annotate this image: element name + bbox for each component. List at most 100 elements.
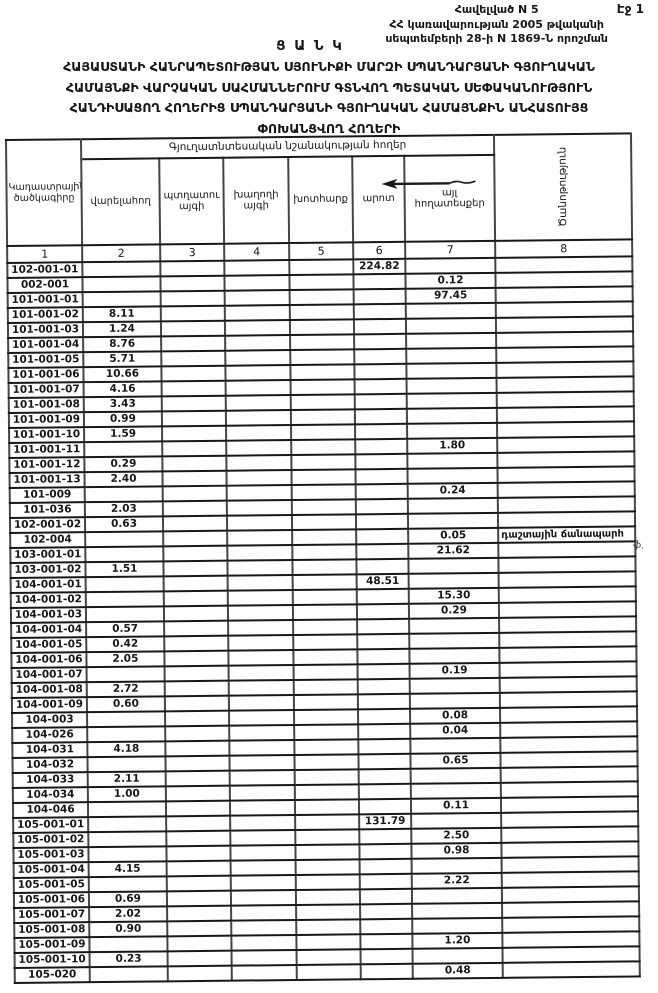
area-value-cell bbox=[225, 410, 292, 426]
note-cell bbox=[502, 946, 640, 963]
area-value-cell bbox=[409, 692, 501, 709]
area-value-cell bbox=[357, 693, 410, 710]
area-value-cell bbox=[162, 470, 227, 487]
area-value-cell bbox=[88, 846, 167, 863]
area-value-cell bbox=[230, 814, 296, 831]
note-cell bbox=[495, 286, 633, 303]
note-cell bbox=[497, 481, 635, 498]
area-value-cell bbox=[228, 665, 294, 681]
cadastral-code-cell: 102-001-01 bbox=[7, 262, 83, 278]
area-value-cell bbox=[165, 770, 230, 787]
area-value-cell bbox=[82, 291, 161, 308]
area-value-cell bbox=[85, 591, 164, 608]
note-cell bbox=[501, 856, 639, 873]
cadastral-code-cell: 101-001-05 bbox=[8, 352, 84, 368]
area-value-cell bbox=[407, 497, 498, 514]
col-number: 8 bbox=[495, 239, 633, 258]
col-header-arable: վարելահող bbox=[81, 158, 161, 246]
area-value-cell bbox=[87, 726, 166, 743]
area-value-cell: 4.15 bbox=[88, 861, 167, 878]
area-value-cell bbox=[227, 560, 293, 576]
area-value-cell bbox=[411, 812, 502, 829]
area-value-cell bbox=[165, 800, 231, 817]
annex-line: ՀՀ կառավարության 2005 թվականի bbox=[389, 17, 604, 31]
area-value-cell bbox=[88, 831, 167, 848]
area-value-cell bbox=[289, 319, 355, 336]
area-value-cell bbox=[406, 362, 497, 379]
area-value-cell bbox=[291, 439, 356, 456]
area-value-cell bbox=[167, 920, 232, 937]
area-value-cell bbox=[412, 902, 503, 919]
area-value-cell bbox=[290, 364, 355, 381]
area-value-cell bbox=[409, 632, 500, 649]
area-value-cell bbox=[163, 560, 228, 577]
area-value-cell bbox=[227, 605, 294, 621]
note-cell bbox=[501, 811, 639, 828]
area-value-cell bbox=[87, 801, 167, 818]
subtitle-line: ՀԱՆԴԻՍԱՑՈՂ ՀՈՂԵՐԻՑ ՍՊԱՆԴԱՐՅԱՆԻ ԳՅՈՒՂԱԿԱՆ… bbox=[69, 100, 589, 115]
area-value-cell bbox=[291, 484, 356, 501]
cadastral-code-cell: 104-046 bbox=[12, 802, 89, 818]
note-cell bbox=[496, 406, 635, 423]
area-value-cell bbox=[292, 544, 357, 561]
cadastral-code-cell: 101-036 bbox=[9, 502, 85, 518]
col-header-cadastral-code: Կադաստրային ծածկագիրը bbox=[6, 139, 83, 246]
cadastral-code-cell: 105-001-02 bbox=[13, 832, 89, 848]
area-value-cell bbox=[87, 711, 166, 728]
area-value-cell bbox=[292, 574, 357, 591]
area-value-cell bbox=[162, 500, 227, 517]
area-value-cell: 1.24 bbox=[82, 321, 162, 338]
subtitle-line: ՀԱՅԱՍՏԱՆԻ ՀԱՆՐԱՊԵՏՈՒԹՅԱՆ ՍՅՈՒՆԻՔԻ ՄԱՐԶԻ … bbox=[63, 59, 595, 74]
area-value-cell bbox=[82, 276, 161, 293]
cadastral-code-cell: 104-001-03 bbox=[10, 607, 87, 623]
area-value-cell: 0.24 bbox=[407, 482, 498, 499]
area-value-cell bbox=[405, 317, 497, 334]
note-cell bbox=[499, 691, 638, 708]
area-value-cell bbox=[227, 575, 293, 591]
area-value-cell bbox=[86, 666, 165, 683]
area-value-cell bbox=[360, 948, 413, 965]
area-value-cell bbox=[354, 348, 407, 365]
area-value-cell bbox=[406, 377, 497, 394]
area-value-cell: 0.65 bbox=[410, 752, 501, 769]
area-value-cell bbox=[290, 379, 355, 396]
area-value-cell bbox=[228, 620, 294, 636]
area-value-cell: 0.57 bbox=[86, 621, 165, 638]
cadastral-code-cell: 104-001-01 bbox=[10, 577, 86, 593]
cadastral-code-cell: 105-001-07 bbox=[14, 907, 90, 923]
area-value-cell bbox=[405, 257, 496, 274]
cadastral-code-cell: 101-001-08 bbox=[8, 397, 84, 413]
area-value-cell bbox=[289, 259, 354, 276]
area-value-cell: 3.43 bbox=[83, 396, 162, 413]
area-value-cell: 2.72 bbox=[86, 681, 165, 698]
cadastral-code-cell: 105-001-03 bbox=[13, 847, 89, 863]
area-value-cell bbox=[356, 558, 409, 575]
area-value-cell bbox=[231, 949, 297, 966]
area-value-cell bbox=[87, 756, 166, 773]
cadastral-code-cell: 104-001-02 bbox=[10, 592, 86, 608]
cadastral-code-cell: 104-034 bbox=[12, 787, 88, 803]
cadastral-code-cell: 105-001-05 bbox=[13, 877, 89, 893]
area-value-cell bbox=[407, 422, 498, 439]
area-value-cell bbox=[165, 725, 230, 742]
area-value-cell bbox=[224, 305, 290, 321]
area-value-cell bbox=[290, 409, 356, 426]
area-value-cell bbox=[224, 275, 290, 291]
area-value-cell bbox=[162, 425, 227, 442]
area-value-cell bbox=[164, 650, 229, 667]
stray-pen-mark: ֆ. bbox=[632, 539, 645, 552]
cadastral-code-cell: 104-003 bbox=[12, 712, 88, 728]
area-value-cell bbox=[356, 603, 410, 620]
area-value-cell bbox=[358, 783, 411, 800]
area-value-cell bbox=[166, 815, 231, 832]
area-value-cell bbox=[295, 829, 360, 845]
area-value-cell bbox=[291, 469, 356, 486]
note-cell bbox=[500, 781, 638, 798]
note-cell bbox=[500, 796, 639, 813]
area-value-cell bbox=[161, 335, 226, 352]
area-value-cell bbox=[226, 470, 292, 486]
area-value-cell bbox=[354, 378, 407, 395]
col-number: 2 bbox=[82, 244, 161, 263]
area-value-cell bbox=[289, 304, 354, 321]
area-value-cell bbox=[162, 440, 227, 457]
